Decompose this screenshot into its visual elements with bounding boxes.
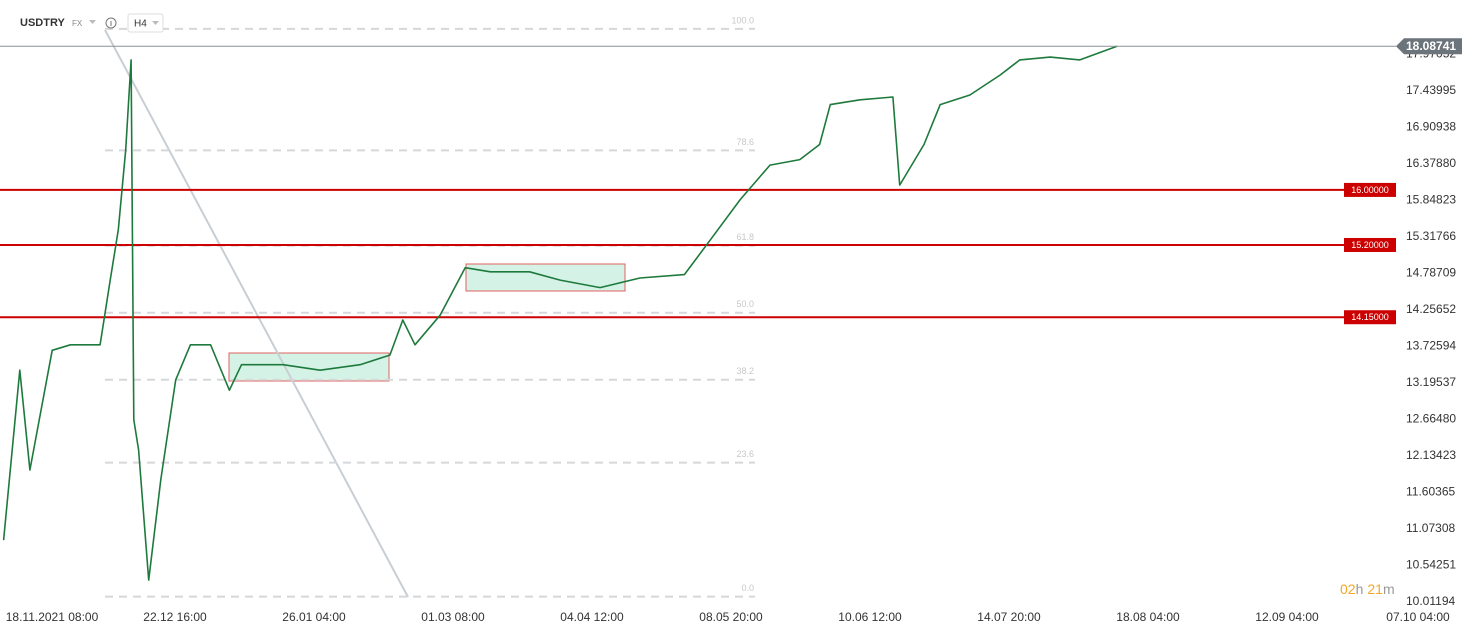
last-price-tag (1396, 38, 1462, 55)
timer: 02h 21m (1340, 581, 1395, 597)
level-label: 15.20000 (1351, 240, 1389, 250)
last-price: 18.08741 (0, 38, 1462, 55)
x-tick-label: 07.10 04:00 (1386, 610, 1450, 624)
dropdown-arrow[interactable] (89, 20, 96, 24)
y-tick-label: 14.78709 (1406, 266, 1456, 280)
fib-label: 38.2 (736, 366, 754, 376)
symbol: USDTRY (20, 17, 65, 29)
y-tick-label: 10.54251 (1406, 558, 1456, 572)
fib-label: 78.6 (736, 137, 754, 147)
timeframe: H4 (134, 19, 147, 30)
fib-label: 100.0 (731, 15, 754, 25)
trend-line (104, 29, 409, 598)
fib-label: 23.6 (736, 449, 754, 459)
fib-label: 61.8 (736, 232, 754, 242)
timer-minute-unit: m (1383, 581, 1395, 597)
timer-hour-unit: h (1356, 581, 1364, 597)
x-tick-label: 14.07 20:00 (977, 610, 1041, 624)
y-tick-label: 13.72594 (1406, 339, 1456, 353)
y-tick-label: 17.43995 (1406, 83, 1456, 97)
range-box (228, 352, 390, 382)
fib-label: 0.0 (741, 583, 754, 593)
y-tick-label: 15.84823 (1406, 193, 1456, 207)
levels: 16.00000 15.20000 14.15000 (0, 182, 1396, 325)
x-tick-label: 08.05 20:00 (699, 610, 763, 624)
level-tag (1344, 237, 1396, 252)
x-tick-label: 12.09 04:00 (1255, 610, 1319, 624)
y-tick-label: 15.31766 (1406, 229, 1456, 243)
fib-label: 50.0 (736, 299, 754, 309)
y-tick-label: 16.37880 (1406, 156, 1456, 170)
x-tick-label: 22.12 16:00 (143, 610, 207, 624)
timer-minutes: 21 (1367, 581, 1383, 597)
x-tick-label: 18.08 04:00 (1116, 610, 1180, 624)
y-tick-label: 12.66480 (1406, 412, 1456, 426)
y-tick-label: 10.01194 (1406, 594, 1455, 608)
series (2, 45, 1118, 581)
x-tick-label: 01.03 08:00 (421, 610, 485, 624)
dropdown-arrow (152, 21, 159, 25)
level-tag (1344, 310, 1396, 325)
fibonacci: 100.0 78.6 61.8 50.0 38.2 23.6 0.0 (105, 15, 755, 598)
x-tick-label: 10.06 12:00 (838, 610, 902, 624)
axes: 17.9705217.4399516.9093816.3788015.84823… (6, 46, 1457, 624)
y-tick-label: 11.07308 (1406, 521, 1455, 535)
x-tick-label: 04.04 12:00 (560, 610, 624, 624)
y-tick-label: 11.60365 (1406, 485, 1455, 499)
level-label: 14.15000 (1351, 312, 1389, 322)
y-tick-label: 14.25652 (1406, 302, 1456, 316)
level-tag (1344, 182, 1396, 197)
y-tick-label: 16.90938 (1406, 120, 1456, 134)
timer-hours: 02 (1340, 581, 1356, 597)
y-tick-label: 12.13423 (1406, 448, 1456, 462)
x-tick-label: 18.11.2021 08:00 (6, 610, 99, 624)
market: FX (72, 19, 83, 28)
timeframe-select[interactable] (127, 13, 164, 33)
last-price-label: 18.08741 (1406, 39, 1456, 53)
level-label: 16.00000 (1351, 185, 1389, 195)
y-tick-label: 13.19537 (1406, 375, 1456, 389)
info-icon[interactable] (105, 17, 117, 29)
x-tick-label: 26.01 04:00 (282, 610, 346, 624)
price-line (2, 45, 1118, 581)
